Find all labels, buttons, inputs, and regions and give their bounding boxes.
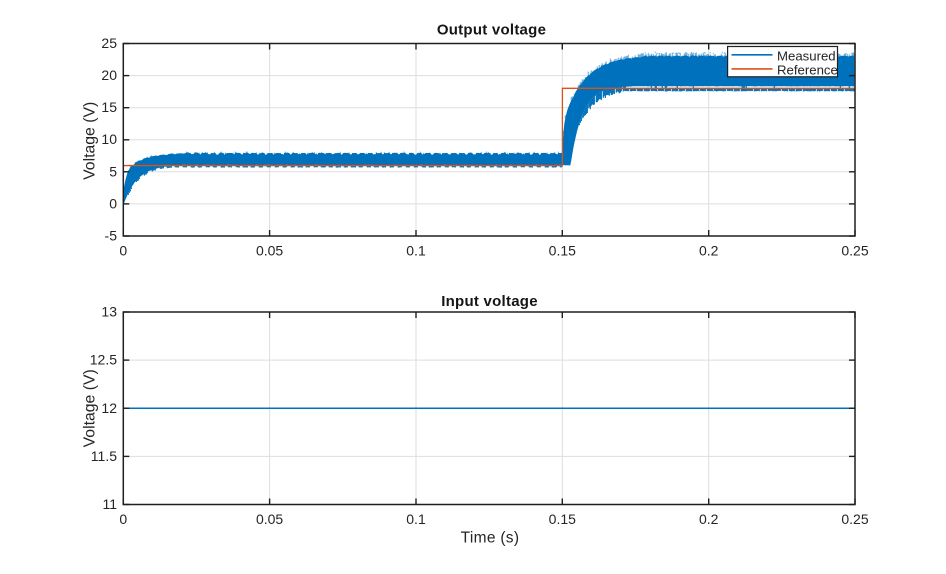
svg-text:12: 12	[101, 400, 117, 416]
svg-text:0: 0	[119, 511, 127, 527]
svg-text:0.05: 0.05	[256, 511, 283, 527]
svg-text:Voltage (V): Voltage (V)	[81, 102, 98, 180]
svg-text:0: 0	[109, 195, 117, 211]
svg-text:13: 13	[101, 304, 117, 320]
svg-text:0.2: 0.2	[699, 511, 719, 527]
svg-text:0.25: 0.25	[841, 243, 868, 259]
svg-text:0.1: 0.1	[406, 511, 426, 527]
svg-text:0.15: 0.15	[549, 243, 576, 259]
svg-text:11.5: 11.5	[91, 448, 117, 464]
svg-text:12.5: 12.5	[90, 352, 117, 368]
svg-text:15: 15	[101, 99, 117, 115]
svg-text:Output voltage: Output voltage	[437, 21, 546, 38]
svg-text:Time (s): Time (s)	[461, 529, 520, 546]
svg-text:Input voltage: Input voltage	[441, 293, 538, 310]
svg-text:5: 5	[109, 163, 117, 179]
svg-text:0.15: 0.15	[549, 511, 576, 527]
svg-text:10: 10	[101, 131, 117, 147]
svg-text:25: 25	[101, 35, 117, 51]
svg-text:Measured: Measured	[777, 48, 836, 63]
svg-text:Voltage (V): Voltage (V)	[81, 369, 98, 447]
svg-text:-5: -5	[105, 228, 118, 244]
svg-text:0: 0	[119, 243, 127, 259]
svg-text:0.05: 0.05	[256, 243, 283, 259]
svg-text:Reference: Reference	[777, 62, 838, 77]
svg-text:11: 11	[102, 496, 117, 512]
svg-text:0.1: 0.1	[406, 243, 426, 259]
svg-text:0.25: 0.25	[841, 511, 868, 527]
svg-text:0.2: 0.2	[699, 243, 719, 259]
svg-text:20: 20	[101, 67, 117, 83]
